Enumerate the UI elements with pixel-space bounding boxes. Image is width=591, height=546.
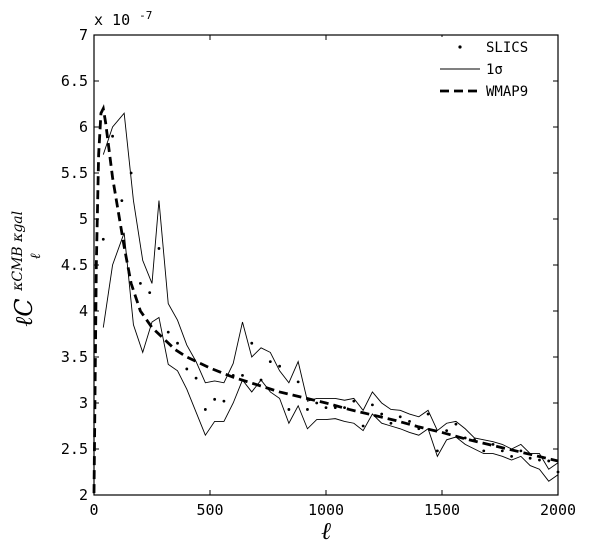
legend-swatch-dot — [458, 45, 462, 49]
slics-data-point — [139, 282, 142, 285]
legend-label: 1σ — [486, 62, 503, 78]
slics-data-point — [473, 438, 476, 442]
y-tick-label: 7 — [79, 26, 88, 44]
slics-data-point — [389, 421, 393, 425]
y-tick-label: 6.5 — [61, 72, 88, 90]
series-wmap9-line — [92, 104, 559, 494]
x-tick-label: 0 — [89, 501, 98, 519]
legend-label: SLICS — [486, 40, 528, 56]
y-tick-label: 3 — [79, 394, 88, 412]
legend-background — [436, 37, 552, 107]
y-tick-label: 5 — [79, 210, 88, 228]
slics-data-point — [111, 134, 114, 138]
slics-data-point — [538, 458, 541, 462]
slics-data-point — [324, 406, 328, 409]
x-axis-ticks: 0 500 1000 1500 2000 — [89, 35, 576, 519]
y-tick-label: 4.5 — [61, 256, 88, 274]
slics-data-point — [380, 412, 384, 416]
x-tick-label: 500 — [196, 501, 223, 519]
slics-data-point — [203, 408, 207, 411]
slics-data-point — [176, 341, 179, 345]
y-tick-label: 4 — [79, 302, 88, 320]
slics-data-point — [352, 399, 356, 403]
slics-data-point — [250, 341, 254, 345]
slics-data-point — [259, 378, 263, 382]
slics-data-point — [194, 376, 198, 380]
slics-data-point — [101, 237, 105, 241]
legend-item-wmap9: WMAP9 — [440, 84, 528, 100]
series-1sigma-lower-line — [102, 232, 559, 482]
slics-data-point — [361, 424, 365, 428]
series-slics-points — [101, 134, 560, 474]
x-axis-label: ℓ — [321, 517, 331, 545]
slics-data-point — [398, 415, 402, 419]
y-axis-multiplier-base: x 10 — [94, 11, 130, 29]
slics-data-point — [371, 403, 374, 407]
y-axis-label-subscript: ℓ — [28, 253, 44, 259]
y-tick-label: 3.5 — [61, 348, 88, 366]
slics-data-point — [519, 449, 523, 453]
y-tick-label: 2 — [79, 486, 88, 504]
slics-data-point — [528, 456, 532, 460]
slics-data-point — [278, 364, 281, 368]
slics-data-point — [500, 449, 504, 453]
y-axis-label-main: ℓC — [10, 298, 38, 326]
slics-data-point — [129, 171, 133, 175]
y-tick-label: 5.5 — [61, 164, 88, 182]
slics-data-point — [157, 247, 161, 250]
slics-data-point — [315, 401, 319, 405]
legend-item-slics: SLICS — [458, 40, 528, 56]
slics-data-point — [482, 449, 486, 453]
slics-data-point — [435, 449, 439, 453]
y-axis-label-superscript: κCMB κgal — [10, 211, 26, 292]
slics-data-point — [213, 397, 217, 401]
slics-data-point — [454, 422, 458, 426]
y-tick-label: 2.5 — [61, 440, 88, 458]
series-1sigma-upper-line — [102, 112, 559, 470]
x-tick-label: 1500 — [424, 501, 460, 519]
y-axis-multiplier: x 10 -7 — [94, 9, 152, 29]
slics-data-point — [547, 459, 551, 463]
y-tick-label: 6 — [79, 118, 88, 136]
slics-data-point — [166, 330, 170, 334]
slics-data-point — [306, 408, 309, 411]
y-axis-label: ℓC κCMB κgal ℓ — [0, 203, 44, 327]
slics-data-point — [426, 412, 430, 416]
slics-data-point — [343, 406, 346, 409]
slics-data-point — [120, 199, 124, 203]
slics-data-point — [185, 367, 189, 371]
slics-data-point — [241, 374, 244, 377]
legend: SLICS 1σ WMAP9 — [436, 37, 552, 107]
slics-data-point — [333, 406, 337, 409]
plot-area — [92, 104, 560, 494]
slics-data-point — [268, 360, 272, 363]
slics-data-point — [463, 436, 467, 440]
y-axis-multiplier-exponent: -7 — [139, 9, 152, 22]
x-tick-label: 2000 — [540, 501, 576, 519]
slics-data-point — [510, 454, 513, 458]
slics-data-point — [408, 420, 411, 423]
slics-data-point — [445, 429, 449, 432]
legend-item-1: 1σ — [440, 62, 503, 78]
y-axis-ticks: 2 2.5 3 3.5 4 4.5 5 5.5 6 6.5 7 — [61, 26, 558, 504]
slics-data-point — [148, 291, 152, 294]
slics-data-point — [491, 443, 495, 446]
legend-label: WMAP9 — [486, 84, 528, 100]
slics-data-point — [231, 374, 235, 377]
slics-data-point — [287, 408, 291, 411]
slics-data-point — [417, 427, 421, 431]
x-tick-label: 1000 — [308, 501, 344, 519]
slics-data-point — [296, 380, 300, 384]
slics-data-point — [222, 399, 226, 403]
